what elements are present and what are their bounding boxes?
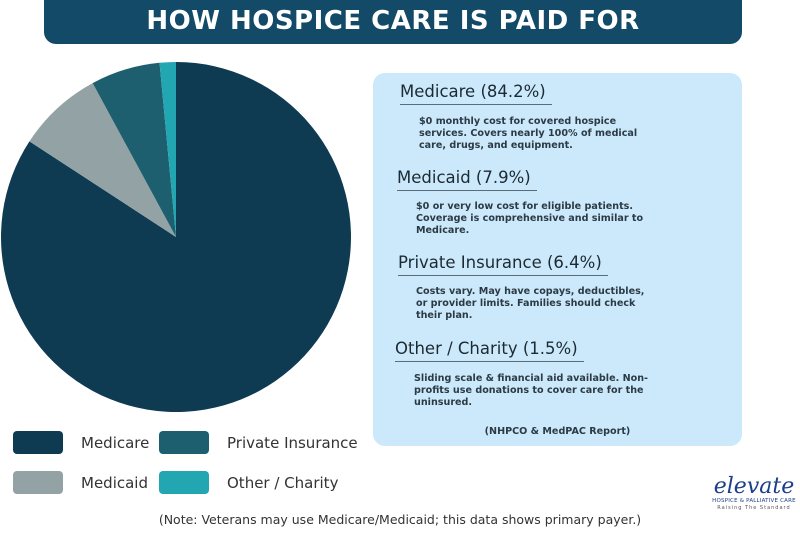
source-citation: (NHPCO & MedPAC Report)	[484, 426, 631, 437]
legend-label: Private Insurance	[227, 433, 358, 452]
legend-medicaid: Medicaid	[13, 471, 148, 494]
section-desc-private-insurance: Costs vary. May have copays, deductibles…	[416, 286, 645, 321]
legend-label: Medicaid	[81, 473, 148, 492]
legend-label: Medicare	[81, 433, 150, 452]
section-desc-medicaid: $0 or very low cost for eligible patient…	[416, 201, 644, 236]
footnote: (Note: Veterans may use Medicare/Medicai…	[158, 512, 642, 527]
section-desc-medicare: $0 monthly cost for covered hospice serv…	[419, 116, 638, 151]
pie-slice-medicaid	[29, 83, 177, 237]
legend-swatch	[13, 471, 63, 494]
pie-slice-other-charity	[159, 62, 176, 237]
legend-other-charity: Other / Charity	[159, 471, 338, 494]
section-title-other-charity: Other / Charity (1.5%)	[395, 339, 584, 362]
section-desc-other-charity: Sliding scale & financial aid available.…	[414, 373, 649, 408]
section-title-private-insurance: Private Insurance (6.4%)	[398, 253, 608, 276]
legend-swatch	[159, 431, 209, 454]
pie-slice-medicare	[0, 62, 352, 413]
logo-subtitle: HOSPICE & PALLIATIVE CARE	[712, 498, 796, 504]
legend-swatch	[159, 471, 209, 494]
legend-medicare: Medicare	[13, 431, 149, 454]
elevate-logo: elevate HOSPICE & PALLIATIVE CARE Raisin…	[708, 474, 800, 512]
info-panel: Medicare (84.2%) $0 monthly cost for cov…	[373, 73, 742, 446]
logo-name: elevate	[713, 474, 795, 499]
logo-tagline: Raising The Standard	[717, 505, 791, 511]
legend-swatch	[13, 431, 63, 454]
pie-chart	[0, 62, 352, 413]
page-title: HOW HOSPICE CARE IS PAID FOR	[44, 0, 742, 44]
section-title-medicaid: Medicaid (7.9%)	[397, 168, 537, 191]
legend-label: Other / Charity	[227, 473, 339, 492]
legend-private-insurance: Private Insurance	[159, 431, 358, 454]
pie-slice-private-insurance	[92, 62, 176, 237]
section-title-medicare: Medicare (84.2%)	[400, 82, 552, 105]
